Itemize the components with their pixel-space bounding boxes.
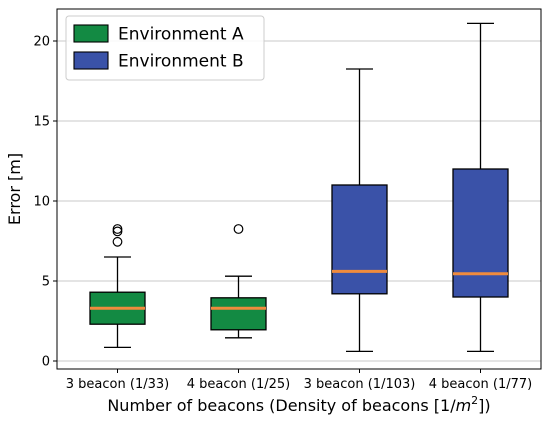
legend-item: Environment B — [73, 51, 244, 72]
box-group — [452, 22, 509, 353]
x-tick-label: 4 beacon (1/25) — [187, 377, 290, 392]
legend-item: Environment A — [73, 24, 244, 45]
outlier-point — [112, 236, 123, 247]
y-tick-label: 0 — [42, 355, 50, 370]
legend-frame — [65, 15, 265, 81]
y-tick-label: 15 — [33, 115, 50, 130]
legend-swatch — [73, 51, 109, 70]
x-tick-label: 3 beacon (1/33) — [66, 377, 169, 392]
legend: Environment A Environment B — [65, 15, 265, 81]
box-series — [89, 22, 509, 353]
legend-label: Environment A — [118, 25, 244, 45]
box-group — [331, 68, 388, 353]
box-iqr — [452, 168, 509, 298]
legend-swatch — [73, 24, 109, 43]
y-tick-label: 20 — [33, 35, 50, 50]
x-axis-label-unit: m — [456, 396, 472, 415]
x-axis-ticks: 3 beacon (1/33) 4 beacon (1/25) 3 beacon (… — [66, 369, 532, 392]
plot-frame — [56, 8, 542, 370]
x-axis-label-close: ]) — [478, 396, 490, 415]
y-axis-label: Error [m] — [5, 153, 24, 225]
x-tick-label: 4 beacon (1/77) — [429, 377, 532, 392]
legend-label: Environment B — [118, 52, 244, 72]
y-axis-ticks: 0 5 10 15 20 — [33, 35, 57, 370]
box-group — [89, 224, 146, 349]
box-group — [210, 224, 267, 339]
outlier-point — [112, 226, 123, 237]
box-iqr — [331, 184, 388, 295]
y-tick-label: 10 — [33, 195, 50, 210]
x-axis-label-exponent: 2 — [471, 394, 478, 407]
x-axis-label: Number of beacons (Density of beacons [1… — [107, 394, 490, 415]
y-tick-label: 5 — [42, 275, 50, 290]
outlier-point — [233, 224, 244, 234]
outlier-point — [112, 224, 123, 234]
x-axis-label-main: Number of beacons (Density of beacons [1… — [107, 396, 456, 415]
x-tick-label: 3 beacon (1/103) — [304, 377, 416, 392]
box-iqr — [210, 297, 267, 331]
